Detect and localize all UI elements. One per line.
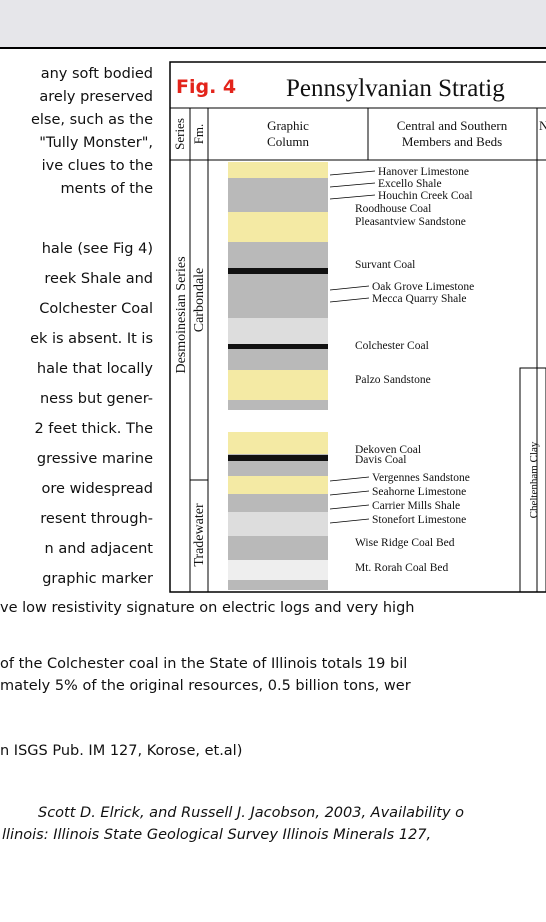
body-line: any soft bodied xyxy=(41,66,153,82)
body-line: ve low resistivity signature on electric… xyxy=(0,600,414,616)
bed-label: Pleasantview Sandstone xyxy=(355,216,466,228)
header-members: Members and Beds xyxy=(402,134,502,149)
body-line: 2 feet thick. The xyxy=(34,421,153,437)
top-bar xyxy=(0,0,546,48)
body-line: ness but gener- xyxy=(40,391,153,407)
graphic-column xyxy=(228,162,328,590)
leader-line xyxy=(330,195,375,199)
leader-line xyxy=(330,491,369,495)
header-graphic: Graphic xyxy=(267,118,309,133)
leader-line xyxy=(330,183,375,187)
body-line: gressive marine xyxy=(37,451,153,467)
body-line: of the Colchester coal in the State of I… xyxy=(0,656,407,672)
side-unit: Cheltenham Clay xyxy=(528,441,540,518)
body-line: hale (see Fig 4) xyxy=(42,241,153,257)
bed-label: Hanover Limestone xyxy=(378,166,469,178)
bed-label: Roodhouse Coal xyxy=(355,203,431,215)
figure-label: Fig. 4 xyxy=(176,76,236,98)
bed-label: Colchester Coal xyxy=(355,340,429,352)
header-graphic: Column xyxy=(267,134,309,149)
bed-label: Excello Shale xyxy=(378,178,442,190)
leader-line xyxy=(330,505,369,509)
bed-label: Oak Grove Limestone xyxy=(372,281,474,293)
body-line: ments of the xyxy=(61,181,154,197)
header-members: Central and Southern xyxy=(397,118,508,133)
bed-label: Mt. Rorah Coal Bed xyxy=(355,562,449,574)
bed-label: Mecca Quarry Shale xyxy=(372,293,467,305)
header-next: N xyxy=(539,118,546,133)
body-line: ive clues to the xyxy=(42,158,153,174)
bed-label: Carrier Mills Shale xyxy=(372,500,460,512)
body-line: mately 5% of the original resources, 0.5… xyxy=(0,678,411,694)
body-line: hale that locally xyxy=(37,361,154,377)
reference-line: Scott D. Elrick, and Russell J. Jacobson… xyxy=(38,805,464,821)
body-line: "Tully Monster", xyxy=(39,135,153,151)
leader-line xyxy=(330,286,369,290)
leader-line xyxy=(330,171,375,175)
bed-label: Davis Coal xyxy=(355,454,406,466)
series-name: Desmoinesian Series xyxy=(174,256,189,373)
leader-line xyxy=(330,519,369,523)
body-line: arely preserved xyxy=(39,89,153,105)
figure-title: Pennsylvanian Stratig xyxy=(286,75,505,102)
leader-line xyxy=(330,298,369,302)
bed-label: Stonefort Limestone xyxy=(372,514,466,526)
page: any soft bodied arely preserved else, such… xyxy=(0,0,546,922)
source-line: n ISGS Pub. IM 127, Korose, et.al) xyxy=(0,743,242,759)
reference-line: llinois: Illinois State Geological Surve… xyxy=(2,827,431,843)
formation: Carbondale xyxy=(192,268,207,333)
body-line: ore widespread xyxy=(42,481,153,497)
bed-label: Wise Ridge Coal Bed xyxy=(355,537,455,549)
body-line: ek is absent. It is xyxy=(30,331,153,347)
bed-label: Houchin Creek Coal xyxy=(378,190,473,202)
bed-label: Seahorne Limestone xyxy=(372,486,466,498)
body-line: graphic marker xyxy=(42,571,153,587)
header-series: Series xyxy=(172,118,187,150)
bed-label: Vergennes Sandstone xyxy=(372,472,470,484)
body-line: reek Shale and xyxy=(44,271,153,287)
body-line: resent through- xyxy=(40,511,153,527)
body-line: n and adjacent xyxy=(45,541,154,557)
header-formation: Fm. xyxy=(191,124,206,145)
body-line: Colchester Coal xyxy=(39,301,153,317)
body-line: else, such as the xyxy=(31,112,153,128)
formation: Tradewater xyxy=(192,503,207,567)
bed-label: Palzo Sandstone xyxy=(355,374,431,386)
leader-line xyxy=(330,477,369,481)
bed-label: Survant Coal xyxy=(355,259,415,271)
